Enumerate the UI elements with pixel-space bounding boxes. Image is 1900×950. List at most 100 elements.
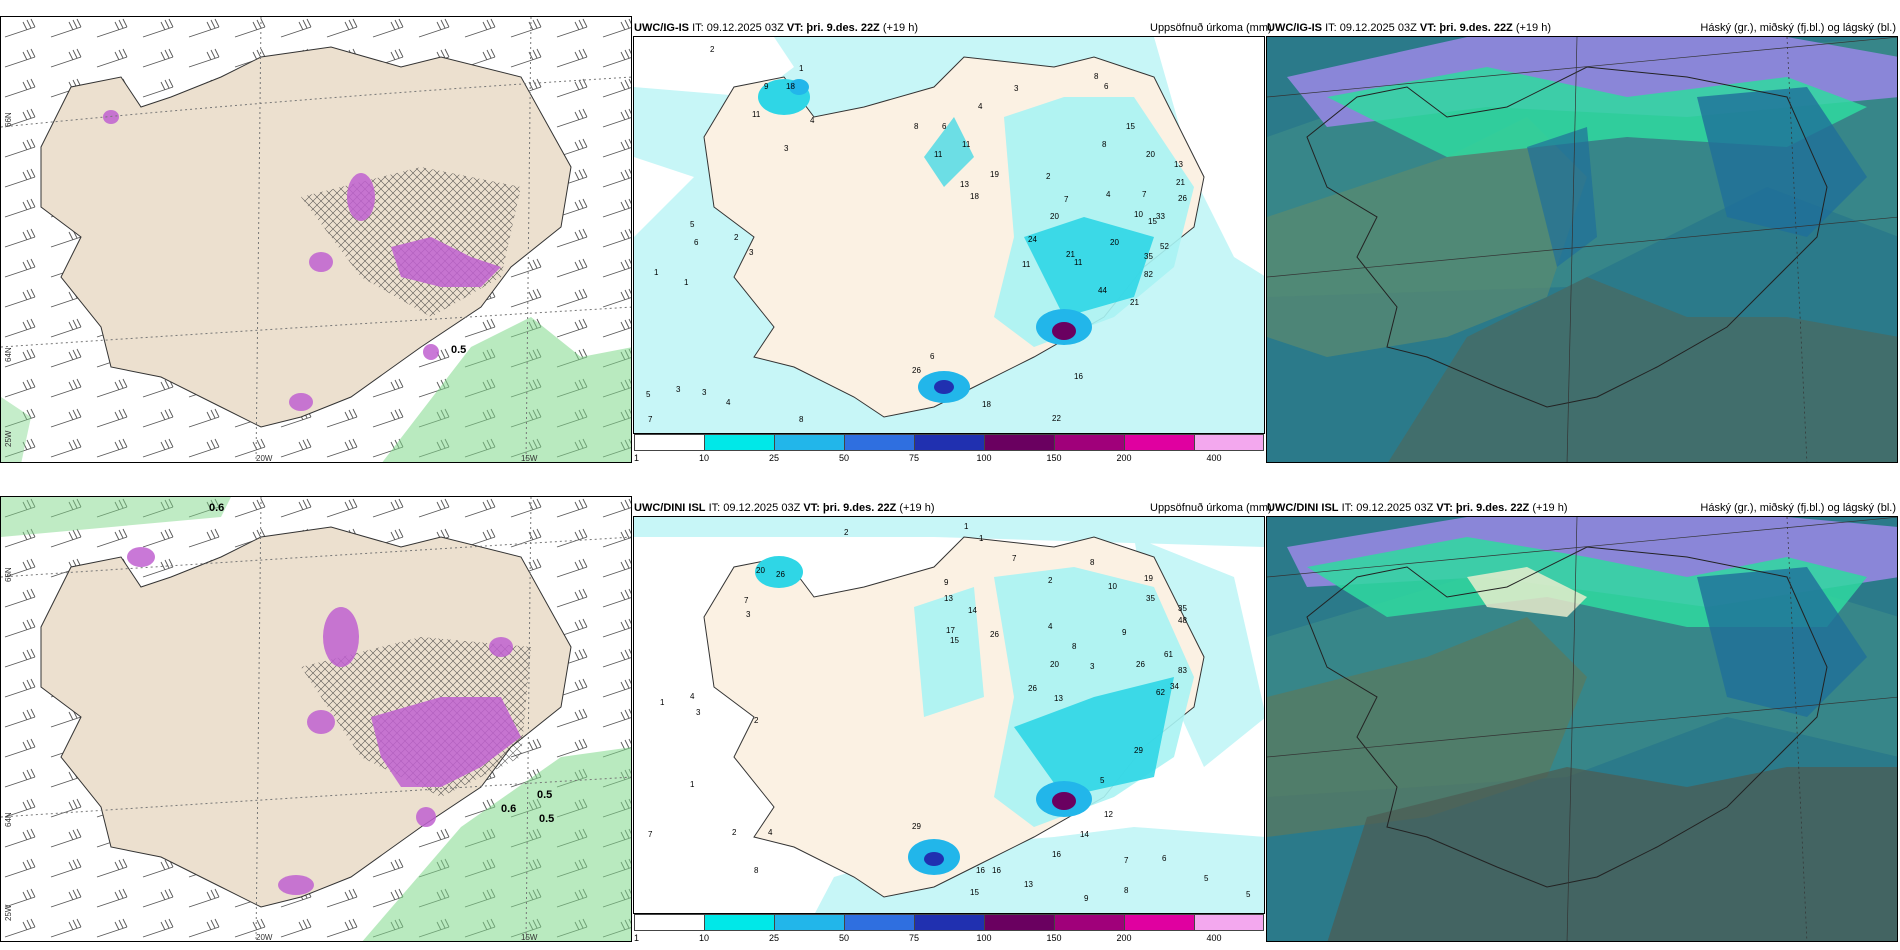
precip-value: 16 (992, 866, 1001, 875)
precip-legend: 1 10 25 50 75 100 150 200 400 (634, 434, 1264, 464)
precip-value: 3 (696, 708, 701, 717)
legend-tick: 50 (838, 933, 850, 943)
legend-tick: 100 (976, 453, 992, 463)
precip-value: 15 (950, 636, 959, 645)
precip-value: 5 (1246, 890, 1251, 899)
cloud-panel-title: UWC/DINI ISL IT: 09.12.2025 03Z VT: þri.… (1267, 502, 1568, 514)
legend-tick: 400 (1206, 453, 1222, 463)
precip-value: 62 (1156, 688, 1165, 697)
lon-label-25w: 25W (4, 430, 13, 447)
precip-value: 13 (1054, 694, 1063, 703)
precip-value: 8 (1102, 140, 1107, 149)
precip-value: 44 (1098, 286, 1107, 295)
precip-value: 2 (734, 233, 739, 242)
legend-bin (844, 434, 915, 451)
precip-value: 6 (694, 238, 699, 247)
precip-value: 16 (1052, 850, 1061, 859)
precip-value: 83 (1178, 666, 1187, 675)
precip-value: 18 (982, 400, 991, 409)
precip-value: 18 (786, 82, 795, 91)
cloud-panel-label: Háský (gr.), miðský (fj.bl.) og lágský (… (1700, 502, 1896, 514)
precip-value: 17 (946, 626, 955, 635)
wind-map[interactable]: 0.5 20W 15W 66N 64N 25W (0, 16, 632, 463)
precip-map[interactable]: 2 1 1 20 26 7 3 1 4 3 2 1 8 7 2 4 29 16 … (633, 516, 1265, 914)
precip-panel-title: UWC/DINI ISL IT: 09.12.2025 03Z VT: þri.… (634, 502, 935, 514)
precip-value: 20 (1050, 212, 1059, 221)
precip-panel-title: UWC/IG-IS IT: 09.12.2025 03Z VT: þri. 9.… (634, 22, 919, 34)
legend-tick: 100 (976, 933, 992, 943)
precip-value: 1 (799, 64, 804, 73)
lon-label-15w: 15W (521, 933, 538, 942)
legend-tick: 25 (768, 453, 780, 463)
cloud-map[interactable] (1266, 516, 1898, 942)
lon-label-20w: 20W (256, 933, 273, 942)
precip-value: 5 (1204, 874, 1209, 883)
lon-label-15w: 15W (521, 454, 538, 463)
wind-contour-label: 0.6 (209, 502, 224, 514)
precip-value: 9 (1084, 894, 1089, 903)
precip-value: 11 (752, 110, 761, 119)
legend-tick: 200 (1116, 453, 1132, 463)
precip-value: 16 (1074, 372, 1083, 381)
precip-value: 52 (1160, 242, 1169, 251)
legend-tick: 10 (698, 933, 710, 943)
precip-value: 26 (1028, 684, 1037, 693)
precip-panel-label: Uppsöfnuð úrkoma (mm) (1150, 22, 1272, 34)
precip-value: 29 (912, 822, 921, 831)
legend-tick: 75 (908, 453, 920, 463)
precip-value: 19 (1144, 574, 1153, 583)
legend-bin (634, 434, 705, 451)
legend-bin (914, 434, 985, 451)
lat-label-66n: 66N (4, 112, 13, 127)
legend-tick: 50 (838, 453, 850, 463)
precip-value: 8 (1094, 72, 1099, 81)
wind-contour-label: 0.6 (501, 803, 516, 815)
precip-value: 1 (654, 268, 659, 277)
legend-tick: 150 (1046, 933, 1062, 943)
precip-value: 48 (1178, 616, 1187, 625)
legend-tick: 200 (1116, 933, 1132, 943)
legend-bin (984, 434, 1055, 451)
precip-value: 4 (810, 116, 815, 125)
precip-value: 2 (844, 528, 849, 537)
precip-value: 33 (1156, 212, 1165, 221)
wind-map[interactable]: 0.6 0.5 0.5 0.6 20W 15W 66N 64N 25W (0, 496, 632, 942)
precip-value: 26 (912, 366, 921, 375)
cloud-map[interactable] (1266, 36, 1898, 463)
precip-value: 24 (1028, 235, 1037, 244)
precip-value: 6 (930, 352, 935, 361)
precip-value: 7 (1012, 554, 1017, 563)
legend-tick: 400 (1206, 933, 1222, 943)
precip-value: 1 (660, 698, 665, 707)
precip-value: 8 (754, 866, 759, 875)
precip-value: 34 (1170, 682, 1179, 691)
precip-value: 3 (1090, 662, 1095, 671)
legend-tick: 1 (634, 933, 640, 943)
legend-bin (1054, 914, 1125, 931)
precip-value: 26 (1178, 194, 1187, 203)
precip-value: 2 (754, 716, 759, 725)
precip-value: 3 (746, 610, 751, 619)
legend-bin (634, 914, 705, 931)
precip-value: 14 (968, 606, 977, 615)
precip-value: 13 (1024, 880, 1033, 889)
precip-panel-label: Uppsöfnuð úrkoma (mm) (1150, 502, 1272, 514)
precip-value: 14 (1080, 830, 1089, 839)
precip-value: 35 (1146, 594, 1155, 603)
precip-value: 29 (1134, 746, 1143, 755)
precip-value: 9 (764, 82, 769, 91)
precip-value: 4 (726, 398, 731, 407)
precip-value: 3 (702, 388, 707, 397)
precip-value: 3 (676, 385, 681, 394)
precip-value: 35 (1178, 604, 1187, 613)
legend-bin (1124, 434, 1195, 451)
precip-value: 61 (1164, 650, 1173, 659)
precip-value: 3 (1014, 84, 1019, 93)
precip-value: 8 (1124, 886, 1129, 895)
precip-value: 6 (1104, 82, 1109, 91)
legend-tick: 10 (698, 453, 710, 463)
legend-bin (1194, 434, 1264, 451)
precip-map[interactable]: 2 9 18 11 4 3 1 5 6 2 3 1 1 5 3 3 4 8 26… (633, 36, 1265, 434)
precip-value: 1 (964, 522, 969, 531)
precip-value: 10 (1134, 210, 1143, 219)
